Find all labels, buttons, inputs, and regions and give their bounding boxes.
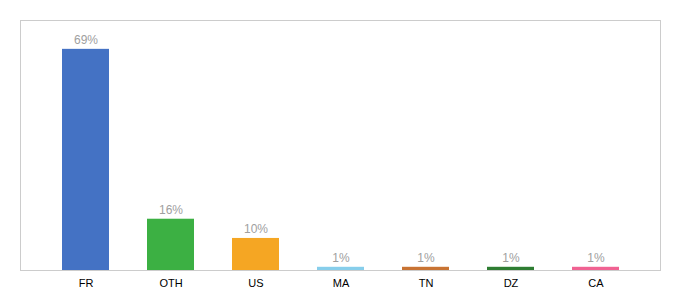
- svg-text:FR: FR: [79, 277, 94, 289]
- svg-text:US: US: [248, 277, 263, 289]
- svg-text:69%: 69%: [74, 33, 98, 47]
- svg-text:1%: 1%: [417, 251, 435, 265]
- svg-text:1%: 1%: [332, 251, 350, 265]
- svg-text:1%: 1%: [502, 251, 520, 265]
- svg-text:1%: 1%: [587, 251, 605, 265]
- svg-text:10%: 10%: [244, 222, 268, 236]
- svg-text:OTH: OTH: [159, 277, 182, 289]
- svg-text:TN: TN: [419, 277, 434, 289]
- svg-text:CA: CA: [588, 277, 604, 289]
- svg-text:16%: 16%: [159, 203, 183, 217]
- svg-text:MA: MA: [333, 277, 350, 289]
- svg-text:DZ: DZ: [504, 277, 519, 289]
